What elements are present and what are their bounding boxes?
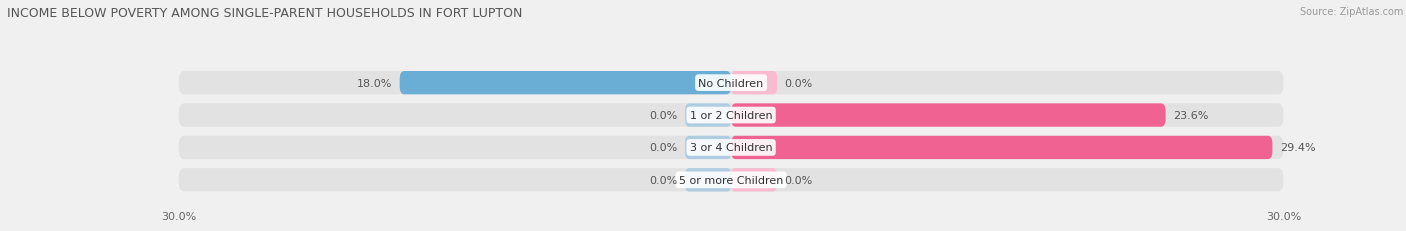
Text: INCOME BELOW POVERTY AMONG SINGLE-PARENT HOUSEHOLDS IN FORT LUPTON: INCOME BELOW POVERTY AMONG SINGLE-PARENT… bbox=[7, 7, 523, 20]
Text: 0.0%: 0.0% bbox=[650, 143, 678, 153]
Text: Source: ZipAtlas.com: Source: ZipAtlas.com bbox=[1299, 7, 1403, 17]
FancyBboxPatch shape bbox=[731, 136, 1272, 159]
FancyBboxPatch shape bbox=[685, 136, 731, 159]
Text: 0.0%: 0.0% bbox=[785, 175, 813, 185]
Text: 18.0%: 18.0% bbox=[357, 78, 392, 88]
Text: 0.0%: 0.0% bbox=[650, 111, 678, 121]
FancyBboxPatch shape bbox=[179, 72, 1284, 95]
Text: No Children: No Children bbox=[699, 78, 763, 88]
FancyBboxPatch shape bbox=[685, 104, 731, 127]
FancyBboxPatch shape bbox=[179, 136, 1284, 159]
Text: 0.0%: 0.0% bbox=[785, 78, 813, 88]
Text: 0.0%: 0.0% bbox=[650, 175, 678, 185]
FancyBboxPatch shape bbox=[399, 72, 731, 95]
Text: 23.6%: 23.6% bbox=[1173, 111, 1208, 121]
Text: 1 or 2 Children: 1 or 2 Children bbox=[690, 111, 772, 121]
Text: 5 or more Children: 5 or more Children bbox=[679, 175, 783, 185]
Text: 29.4%: 29.4% bbox=[1279, 143, 1316, 153]
FancyBboxPatch shape bbox=[685, 168, 731, 192]
FancyBboxPatch shape bbox=[731, 72, 778, 95]
FancyBboxPatch shape bbox=[179, 104, 1284, 127]
Text: 3 or 4 Children: 3 or 4 Children bbox=[690, 143, 772, 153]
FancyBboxPatch shape bbox=[731, 168, 778, 192]
FancyBboxPatch shape bbox=[731, 104, 1166, 127]
FancyBboxPatch shape bbox=[179, 168, 1284, 192]
